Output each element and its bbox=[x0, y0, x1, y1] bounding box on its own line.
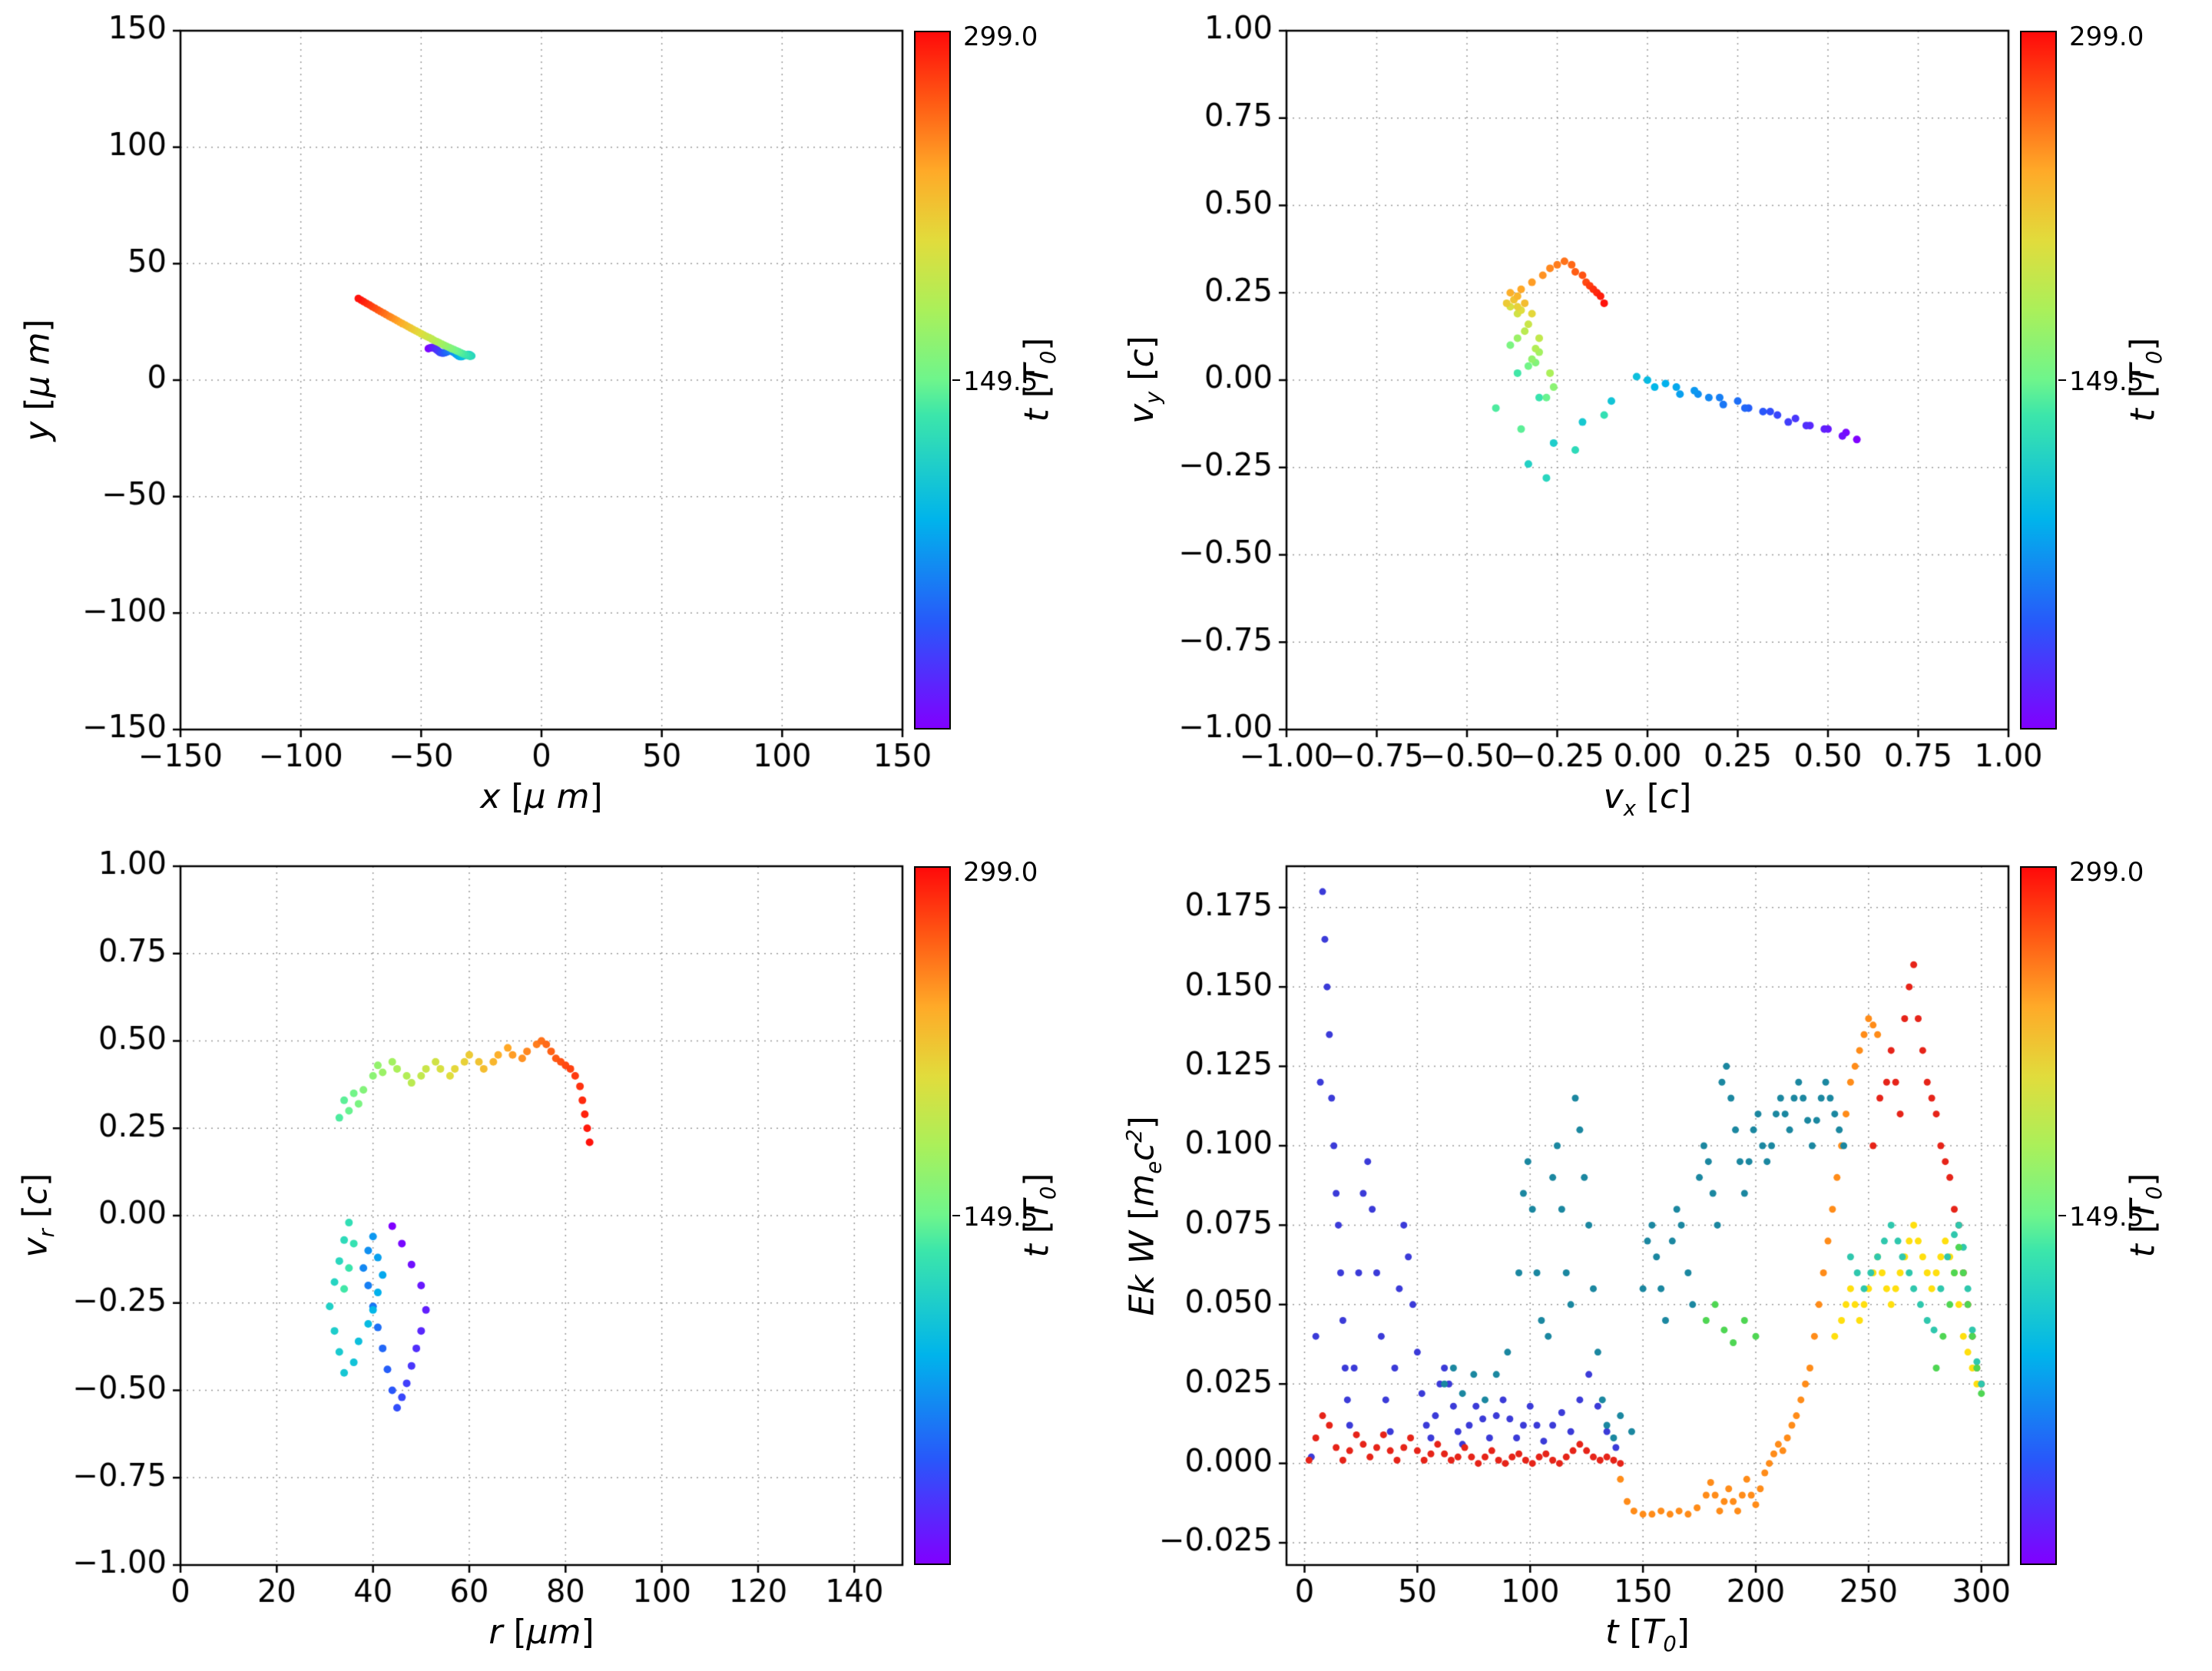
colorbar-max-label-xy: 299.0 bbox=[963, 22, 1038, 52]
subplot-radial-rvr: vr [c] r [μm] 299.0 149.5 t [T0] bbox=[0, 836, 1106, 1671]
colorbar-max-label-vxvy: 299.0 bbox=[2069, 22, 2144, 52]
colorbar-gradient-vxvy bbox=[2020, 31, 2057, 730]
colorbar-mid-label-xy: 149.5 bbox=[963, 366, 1038, 397]
colorbar-mid-tick-rvr bbox=[952, 1215, 960, 1216]
colorbar-max-label-rvr: 299.0 bbox=[963, 857, 1038, 888]
colorbar-axis-label-rvr: t [T0] bbox=[1017, 1173, 1061, 1258]
colorbar-mid-label-vxvy: 149.5 bbox=[2069, 366, 2144, 397]
y-axis-label-xy: y [μ m] bbox=[18, 319, 58, 442]
colorbar-gradient-energy bbox=[2020, 866, 2057, 1565]
colorbar-vxvy: 299.0 149.5 t [T0] bbox=[2020, 22, 2212, 730]
colorbar-max-label-energy: 299.0 bbox=[2069, 857, 2144, 888]
subplot-trajectory-xy: y [μ m] x [μ m] 299.0 149.5 t [T0] bbox=[0, 0, 1106, 836]
x-axis-label-energy: t [T0] bbox=[1605, 1613, 1690, 1656]
colorbar-mid-tick-energy bbox=[2058, 1215, 2066, 1216]
colorbar-xy: 299.0 149.5 t [T0] bbox=[914, 22, 1114, 730]
x-axis-label-rvr: r [μm] bbox=[488, 1613, 594, 1652]
colorbar-mid-label-energy: 149.5 bbox=[2069, 1202, 2144, 1233]
y-axis-label-energy: Ek W [mec2] bbox=[1122, 1115, 1167, 1316]
colorbar-gradient-rvr bbox=[914, 866, 951, 1565]
colorbar-rvr: 299.0 149.5 t [T0] bbox=[914, 857, 1114, 1565]
colorbar-mid-label-rvr: 149.5 bbox=[963, 1202, 1038, 1233]
x-axis-label-xy: x [μ m] bbox=[480, 777, 603, 816]
y-axis-label-rvr: vr [c] bbox=[15, 1173, 60, 1258]
colorbar-energy: 299.0 149.5 t [T0] bbox=[2020, 857, 2212, 1565]
colorbar-mid-tick-xy bbox=[952, 379, 960, 381]
colorbar-axis-label-vxvy: t [T0] bbox=[2123, 338, 2167, 422]
colorbar-axis-label-energy: t [T0] bbox=[2123, 1173, 2167, 1258]
subplot-velocity-vxvy: vy [c] vx [c] 299.0 149.5 t [T0] bbox=[1106, 0, 2212, 836]
colorbar-mid-tick-vxvy bbox=[2058, 379, 2066, 381]
x-axis-label-vxvy: vx [c] bbox=[1603, 777, 1692, 821]
y-axis-label-vxvy: vy [c] bbox=[1121, 336, 1166, 425]
subplot-energy-time: Ek W [mec2] t [T0] 299.0 149.5 t [T0] bbox=[1106, 836, 2212, 1671]
colorbar-gradient-xy bbox=[914, 31, 951, 730]
colorbar-axis-label-xy: t [T0] bbox=[1017, 338, 1061, 422]
